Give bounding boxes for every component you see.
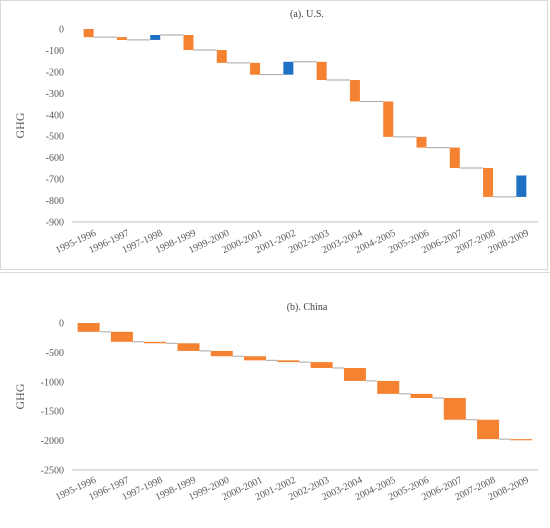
waterfall-bar — [77, 323, 100, 332]
waterfall-bar — [177, 343, 200, 351]
chart-title: (b). China — [287, 302, 328, 313]
y-tick-label: -700 — [46, 175, 64, 186]
waterfall-bar — [343, 367, 366, 381]
waterfall-bar — [483, 167, 494, 197]
waterfall-bar — [349, 80, 360, 102]
waterfall-bar — [210, 350, 233, 357]
y-tick-label: -2000 — [41, 436, 64, 447]
y-tick-label: -900 — [46, 218, 64, 229]
waterfall-bar — [244, 356, 267, 361]
y-tick-label: -100 — [46, 46, 64, 57]
waterfall-bar — [83, 29, 94, 38]
y-axis-label: GHG — [13, 383, 27, 409]
chart-us: (a). U.S. GHG 0 -100 -200 -300 -400 -500 -600 -70… — [0, 0, 550, 273]
y-tick-label: -500 — [46, 348, 64, 359]
y-tick-label: -1000 — [41, 377, 64, 388]
y-tick-label: -2500 — [41, 466, 64, 477]
waterfall-bar — [150, 35, 161, 40]
waterfall-bar — [477, 419, 500, 440]
waterfall-bar — [516, 175, 527, 197]
y-tick-label: 0 — [59, 319, 64, 330]
y-tick-label: -800 — [46, 196, 64, 207]
waterfall-bar — [510, 439, 533, 441]
y-tick-label: -500 — [46, 132, 64, 143]
waterfall-bar — [110, 331, 133, 342]
waterfall-bar — [449, 147, 460, 168]
waterfall-bar — [443, 397, 466, 420]
waterfall-bar — [310, 362, 333, 368]
chart-us-frame — [0, 0, 548, 270]
chart-china-svg: (b). ChinaGHG0-500-1000-1500-2000-250019… — [13, 302, 538, 503]
y-tick-label: -1500 — [41, 407, 64, 418]
y-tick-label: -200 — [46, 67, 64, 78]
y-axis-label: GHG — [13, 112, 27, 138]
waterfall-bar — [277, 360, 300, 363]
chart-us-svg: (a). U.S. GHG 0 -100 -200 -300 -400 -500 -600 -70… — [13, 9, 538, 256]
waterfall-bar — [410, 393, 433, 398]
waterfall-bar — [183, 35, 194, 51]
waterfall-bar — [116, 37, 127, 40]
chart-china: (b). China GHG 0 -500 -1000 -1500 -2000 -2500 19… — [0, 298, 550, 523]
waterfall-bar — [283, 61, 294, 75]
waterfall-bar — [383, 101, 394, 137]
y-tick-label: 0 — [59, 25, 64, 36]
waterfall-bar — [377, 380, 400, 394]
waterfall-bar — [416, 136, 427, 148]
waterfall-bar — [316, 61, 327, 81]
waterfall-bar — [144, 341, 167, 344]
y-tick-label: -600 — [46, 153, 64, 164]
waterfall-bar — [216, 50, 227, 63]
y-tick-label: -300 — [46, 89, 64, 100]
waterfall-bar — [250, 62, 261, 75]
chart-title: (a). U.S. — [290, 9, 324, 20]
y-tick-label: -400 — [46, 110, 64, 121]
